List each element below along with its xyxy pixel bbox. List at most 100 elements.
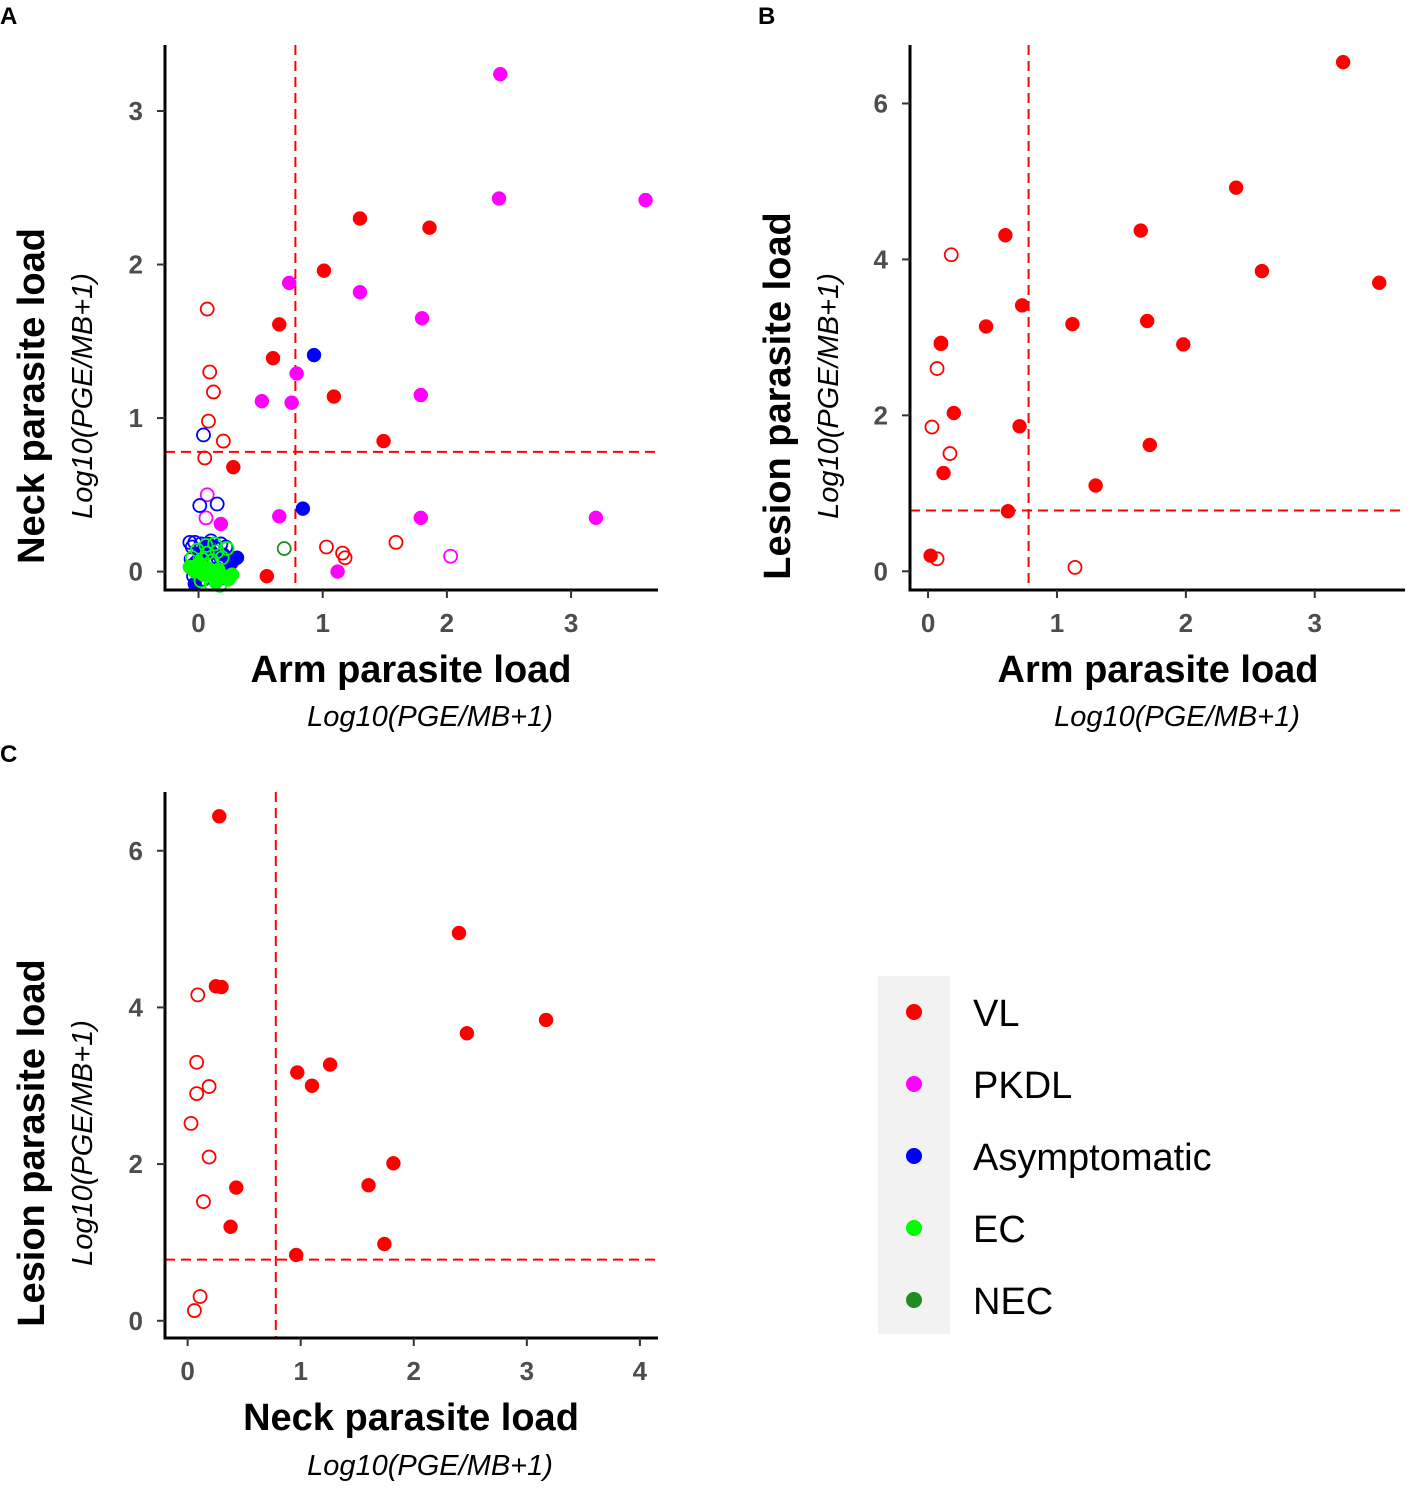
data-point	[1014, 298, 1030, 313]
data-point	[376, 433, 391, 449]
data-point	[306, 347, 322, 363]
data-point	[198, 510, 214, 526]
y-axis-title: Neck parasite load	[11, 228, 53, 564]
y-axis-subtitle: Log10(PGE/MB+1)	[813, 273, 845, 519]
data-point	[212, 809, 227, 824]
data-point	[284, 395, 299, 410]
y-tick-label: 4	[874, 244, 889, 274]
data-point	[190, 987, 206, 1003]
points-b	[923, 54, 1387, 575]
data-point	[316, 263, 332, 278]
data-point	[1139, 313, 1155, 329]
x-tick-label: 0	[180, 1356, 194, 1386]
data-point	[1176, 337, 1191, 352]
data-point	[201, 413, 216, 429]
data-point	[936, 465, 951, 481]
data-point	[213, 516, 229, 532]
y-axis-subtitle: Log10(PGE/MB+1)	[67, 1020, 99, 1266]
x-tick-label: 2	[1179, 608, 1193, 638]
data-point	[202, 364, 218, 380]
legend-label-pkdl: PKDL	[973, 1065, 1072, 1107]
data-point	[326, 389, 342, 404]
legend-key-asymptomatic	[906, 1148, 922, 1164]
data-point	[933, 336, 949, 352]
data-point	[229, 550, 245, 566]
data-point	[276, 541, 292, 556]
data-point	[199, 487, 215, 503]
data-point	[224, 567, 240, 582]
data-point	[226, 459, 241, 475]
x-tick-label: 3	[520, 1356, 534, 1386]
data-point	[942, 446, 958, 461]
data-point	[199, 301, 215, 317]
data-point	[1088, 478, 1103, 493]
data-point	[201, 1079, 217, 1094]
panel-letter-c: C	[0, 741, 17, 768]
data-point	[197, 450, 213, 466]
data-point	[189, 1054, 205, 1070]
data-point	[998, 227, 1013, 243]
data-point	[361, 1177, 376, 1193]
data-point	[1371, 275, 1387, 291]
data-point	[377, 1236, 392, 1252]
data-point	[192, 1289, 208, 1304]
data-point	[638, 192, 653, 208]
x-axis-title: Neck parasite load	[243, 1397, 579, 1439]
data-point	[929, 361, 945, 376]
data-point	[193, 573, 209, 589]
x-tick-label: 1	[1050, 608, 1064, 638]
data-point	[1000, 504, 1016, 519]
y-axis-title: Lesion parasite load	[757, 212, 799, 579]
legend: VL PKDL Asymptomatic EC NEC	[878, 976, 1212, 1334]
data-point	[978, 319, 994, 334]
legend-label-nec: NEC	[973, 1281, 1053, 1323]
legend-key-nec	[906, 1292, 922, 1308]
data-point	[198, 538, 214, 553]
y-tick-label: 0	[874, 556, 888, 586]
data-point	[322, 1057, 338, 1072]
data-point	[295, 501, 311, 516]
data-point	[201, 1149, 217, 1165]
y-axis-title: Lesion parasite load	[11, 959, 53, 1326]
data-point	[196, 1194, 211, 1210]
x-tick-label: 0	[191, 608, 205, 638]
y-tick-label: 2	[874, 400, 888, 430]
x-axis-subtitle: Log10(PGE/MB+1)	[307, 1450, 553, 1482]
legend-key-vl	[906, 1004, 922, 1020]
x-tick-label: 3	[1308, 608, 1322, 638]
data-point	[184, 550, 200, 566]
panel-c: C 0 1 2 3 4 0 2 4 6 Neck parasite load Log10(PGE/MB…	[0, 741, 658, 1482]
data-point	[352, 284, 368, 300]
y-tick-label: 2	[129, 250, 143, 280]
x-tick-label: 3	[564, 608, 578, 638]
x-axis-title: Arm parasite load	[998, 649, 1319, 691]
x-tick-label: 1	[315, 608, 329, 638]
x-tick-label: 2	[407, 1356, 421, 1386]
x-tick-label: 1	[293, 1356, 307, 1386]
y-tick-label: 0	[129, 1306, 143, 1336]
legend-label-ec: EC	[973, 1209, 1026, 1251]
data-point	[943, 247, 959, 263]
data-point	[259, 568, 275, 584]
x-axis-subtitle: Log10(PGE/MB+1)	[307, 701, 553, 733]
data-point	[281, 275, 297, 291]
data-point	[1142, 437, 1158, 453]
data-point	[1335, 54, 1351, 70]
data-point	[413, 510, 429, 526]
data-point	[422, 220, 437, 235]
data-point	[337, 550, 353, 566]
data-point	[265, 350, 281, 366]
data-point	[451, 925, 467, 941]
data-point	[271, 509, 287, 524]
data-point	[1254, 263, 1270, 279]
data-point	[206, 384, 221, 400]
data-point	[207, 536, 223, 552]
data-point	[1133, 223, 1148, 238]
data-point	[1065, 316, 1080, 332]
panel-a: A 0 1 2 3 0 1 2 3 Arm parasite load Log10(PGE/MB+1…	[0, 3, 658, 733]
data-point	[388, 535, 404, 550]
legend-key-ec	[906, 1220, 922, 1236]
data-point	[1067, 559, 1083, 575]
data-point	[215, 433, 231, 449]
